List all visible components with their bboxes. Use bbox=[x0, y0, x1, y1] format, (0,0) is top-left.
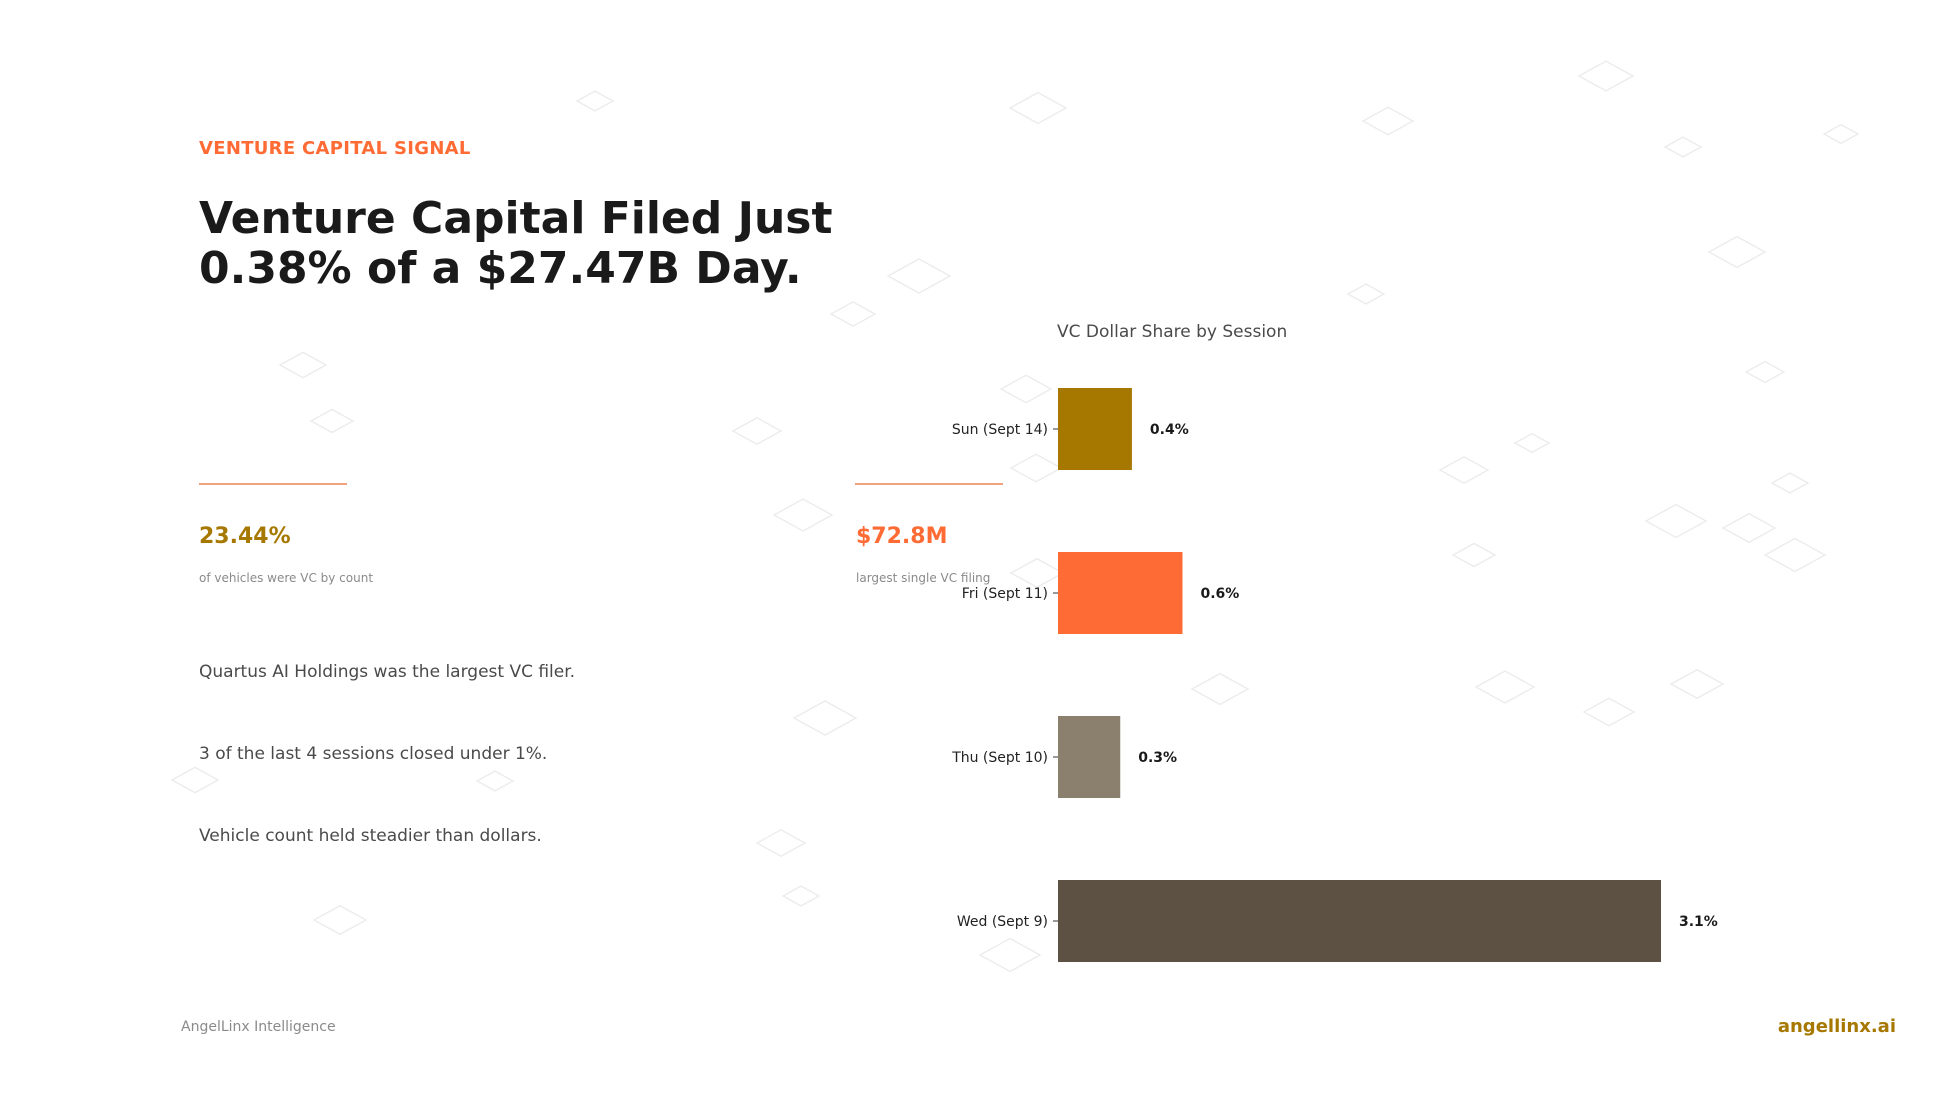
bar-1 bbox=[1058, 552, 1183, 634]
y-tick-label: Fri (Sept 11) bbox=[962, 586, 1048, 602]
insight-bullet: Quartus AI Holdings was the largest VC f… bbox=[199, 662, 576, 682]
stat-divider bbox=[199, 483, 347, 485]
insight-bullet: Vehicle count held steadier than dollars… bbox=[199, 826, 542, 846]
chart-title: VC Dollar Share by Session bbox=[1057, 322, 1288, 342]
footer-brand-label: AngelLinx Intelligence bbox=[181, 1019, 336, 1035]
bar-3 bbox=[1058, 880, 1661, 962]
footer-site-link[interactable]: angellinx.ai bbox=[1777, 1016, 1896, 1037]
bar-value-label: 3.1% bbox=[1679, 914, 1718, 930]
eyebrow-label: VENTURE CAPITAL SIGNAL bbox=[199, 138, 471, 159]
y-tick-label: Wed (Sept 9) bbox=[957, 914, 1048, 930]
insight-bullet: 3 of the last 4 sessions closed under 1%… bbox=[199, 744, 548, 764]
bar-value-label: 0.3% bbox=[1138, 750, 1177, 766]
stat-vc-count-caption: of vehicles were VC by count bbox=[199, 571, 374, 585]
bar-value-label: 0.6% bbox=[1200, 586, 1239, 602]
y-tick-label: Sun (Sept 14) bbox=[952, 422, 1048, 438]
bar-0 bbox=[1058, 388, 1132, 470]
bar-2 bbox=[1058, 716, 1121, 798]
stat-largest-filing: $72.8M bbox=[856, 524, 948, 549]
stat-divider bbox=[855, 483, 1003, 485]
page-title: Venture Capital Filed Just 0.38% of a $2… bbox=[199, 193, 833, 294]
stat-vc-count-share: 23.44% bbox=[199, 524, 291, 549]
bar-value-label: 0.4% bbox=[1150, 422, 1189, 438]
stat-largest-filing-caption: largest single VC filing bbox=[856, 571, 991, 585]
y-tick-label: Thu (Sept 10) bbox=[951, 750, 1048, 766]
